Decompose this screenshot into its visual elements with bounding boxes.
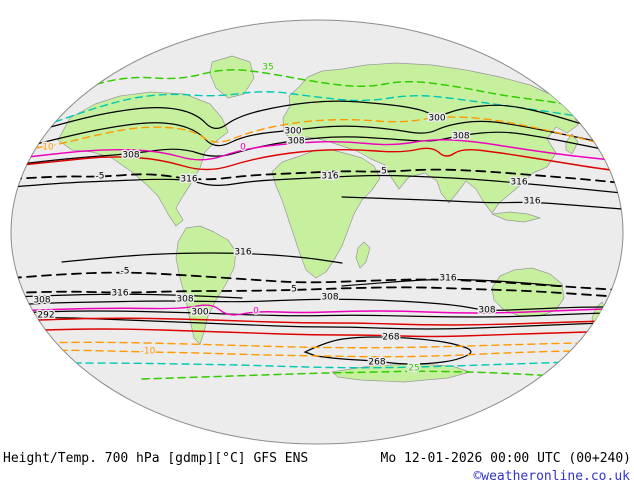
contour-label: 300: [428, 114, 445, 124]
contour-label: 300: [191, 308, 208, 318]
landmass-north-america: [57, 91, 229, 227]
contour-label: 268: [368, 358, 385, 368]
contour-label: 316: [510, 178, 527, 188]
contour-n-dash-5: [11, 168, 623, 184]
caption-bar: Height/Temp. 700 hPa [gdmp][°C] GFS ENS …: [0, 451, 634, 466]
contour-s-dash-b: [11, 286, 623, 298]
contour-n-red: [11, 147, 623, 172]
contour-label: 5: [381, 167, 387, 177]
contour-label: 5: [291, 285, 297, 295]
contour-label: 308: [321, 293, 338, 303]
contour-label: 316: [111, 289, 128, 299]
landmass-madagascar: [355, 241, 371, 269]
contour-label: 300: [284, 127, 301, 137]
contour-label: 0: [240, 143, 246, 153]
contour-s-dash-a: [11, 271, 623, 291]
contour-n-308: [11, 131, 623, 166]
caption-left: Height/Temp. 700 hPa [gdmp][°C] GFS ENS: [3, 451, 309, 466]
caption-right: Mo 12-01-2026 00:00 UTC (00+240): [380, 451, 631, 466]
contour-label: 308: [287, 137, 304, 147]
contour-s-292: [11, 317, 623, 330]
contour-label: 316: [523, 197, 540, 207]
contour-s-magenta: [11, 304, 623, 316]
contour-label: 316: [180, 175, 197, 185]
contour-label: -10: [141, 347, 156, 357]
contour-s-red-2: [11, 328, 623, 338]
contour-label: 292: [37, 311, 54, 321]
contour-s-orange-1: [11, 341, 623, 349]
contour-label: 0: [253, 307, 259, 317]
contour-label: 308: [122, 151, 139, 161]
landmass-indonesia: [491, 211, 541, 223]
contour-s-red-1: [11, 317, 623, 326]
contour-label: 316: [439, 274, 456, 284]
contour-s-cyan: [61, 360, 603, 369]
contour-n-orange: [11, 116, 623, 152]
contour-s-300: [11, 310, 623, 318]
contour-label: -5: [96, 172, 105, 182]
contour-n-316: [11, 174, 623, 194]
contour-s-green: [141, 370, 573, 380]
contour-label: -5: [121, 267, 130, 277]
contour-label: 268: [382, 333, 399, 343]
contour-s-268-closed: [303, 336, 472, 365]
landmass-africa: [271, 149, 381, 279]
contour-eq-316-a: [61, 252, 343, 264]
copyright-credit[interactable]: ©weatheronline.co.uk: [473, 469, 630, 484]
contour-n-300-b: [11, 120, 623, 151]
contour-n-300-a: [11, 100, 623, 139]
contour-s-orange-2: [11, 349, 623, 358]
contour-s-308: [11, 298, 623, 311]
contour-n-magenta: [11, 139, 623, 162]
contour-label: 308: [33, 296, 50, 306]
landmass-green-area-south: [331, 363, 471, 383]
contour-label: 308: [478, 306, 495, 316]
contour-n-green-top: [29, 69, 606, 113]
contour-label: 308: [452, 132, 469, 142]
landmass-greenland: [209, 55, 255, 99]
contour-label: 316: [321, 172, 338, 182]
world-map: 35 25 10 -10 0 0 300 300 308 308 308 316 316 316 316 31…: [10, 19, 624, 445]
contour-eq-316-c: [11, 293, 243, 299]
contour-label: 25: [408, 364, 419, 374]
contour-label: 308: [176, 295, 193, 305]
contour-label: 35: [262, 63, 273, 73]
contour-label: 10: [42, 143, 54, 153]
contour-label: 316: [234, 248, 251, 258]
contour-n-316-right: [341, 196, 623, 210]
